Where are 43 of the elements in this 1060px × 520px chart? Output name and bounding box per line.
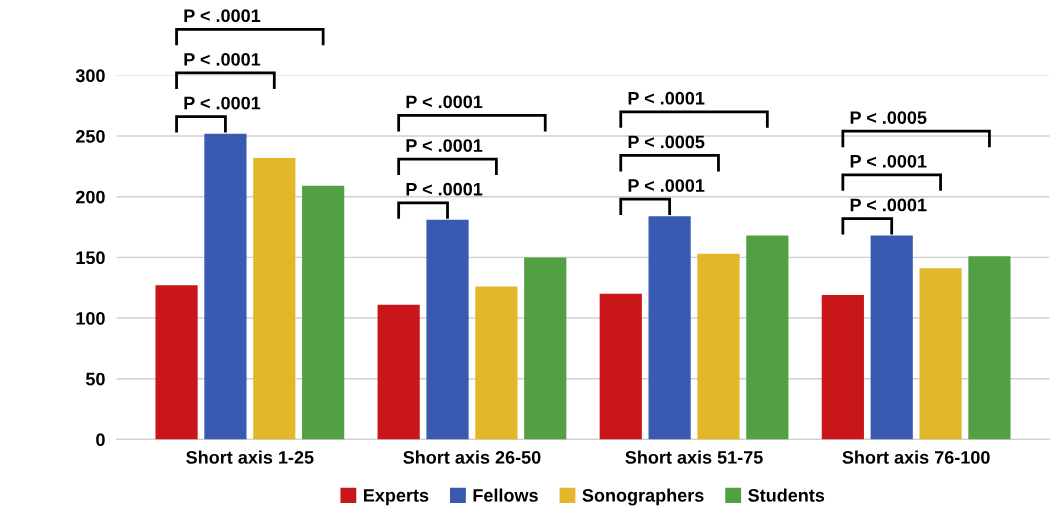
bar <box>919 268 962 440</box>
y-tick-label: 0 <box>96 433 105 447</box>
annotation: P < .0001 <box>406 95 483 109</box>
annotation: P < .0001 <box>850 154 927 168</box>
bar <box>204 133 247 440</box>
legend-label: Sonographers <box>582 488 704 506</box>
x-tick-label: Short axis 26-50 <box>403 450 541 464</box>
bar <box>821 295 864 440</box>
bar <box>377 304 420 440</box>
y-tick-label: 250 <box>75 130 105 143</box>
annotation: P < .0001 <box>406 139 483 152</box>
annotation: P < .0005 <box>628 135 705 149</box>
annotation: P < .0001 <box>850 198 927 212</box>
x-tick-label: Short axis 51-75 <box>625 450 763 464</box>
y-tick-label: 300 <box>75 69 105 83</box>
legend-label: Students <box>748 488 825 502</box>
text: P < .0001 <box>184 9 261 23</box>
bar <box>475 286 518 440</box>
y-tick-label: 50 <box>85 372 105 386</box>
annotation: P < .0001 <box>184 96 261 110</box>
bar <box>648 216 691 440</box>
x-tick-label: Short axis 76-100 <box>842 450 990 464</box>
annotation: P < .0005 <box>850 111 927 124</box>
bar <box>302 185 345 440</box>
bar <box>697 253 740 440</box>
y-tick-label: 150 <box>76 251 105 265</box>
bar <box>155 285 198 440</box>
annotation: P < .0001 <box>628 179 705 192</box>
annotation: P < .0001 <box>628 91 705 105</box>
bar <box>524 257 567 440</box>
bar <box>870 235 913 440</box>
bar <box>968 256 1011 440</box>
y-tick-label: 200 <box>75 190 105 204</box>
bar <box>253 157 296 440</box>
bar <box>599 293 642 440</box>
y-tick-label: 100 <box>76 312 105 325</box>
bar <box>426 219 469 440</box>
bar <box>746 235 789 440</box>
legend-label: Fellows <box>473 488 538 502</box>
annotation: P < .0001 <box>406 182 483 196</box>
legend-label: Experts <box>364 489 429 506</box>
x-tick-label: Short axis 1-25 <box>186 450 314 464</box>
text: P < .0001 <box>184 52 261 66</box>
